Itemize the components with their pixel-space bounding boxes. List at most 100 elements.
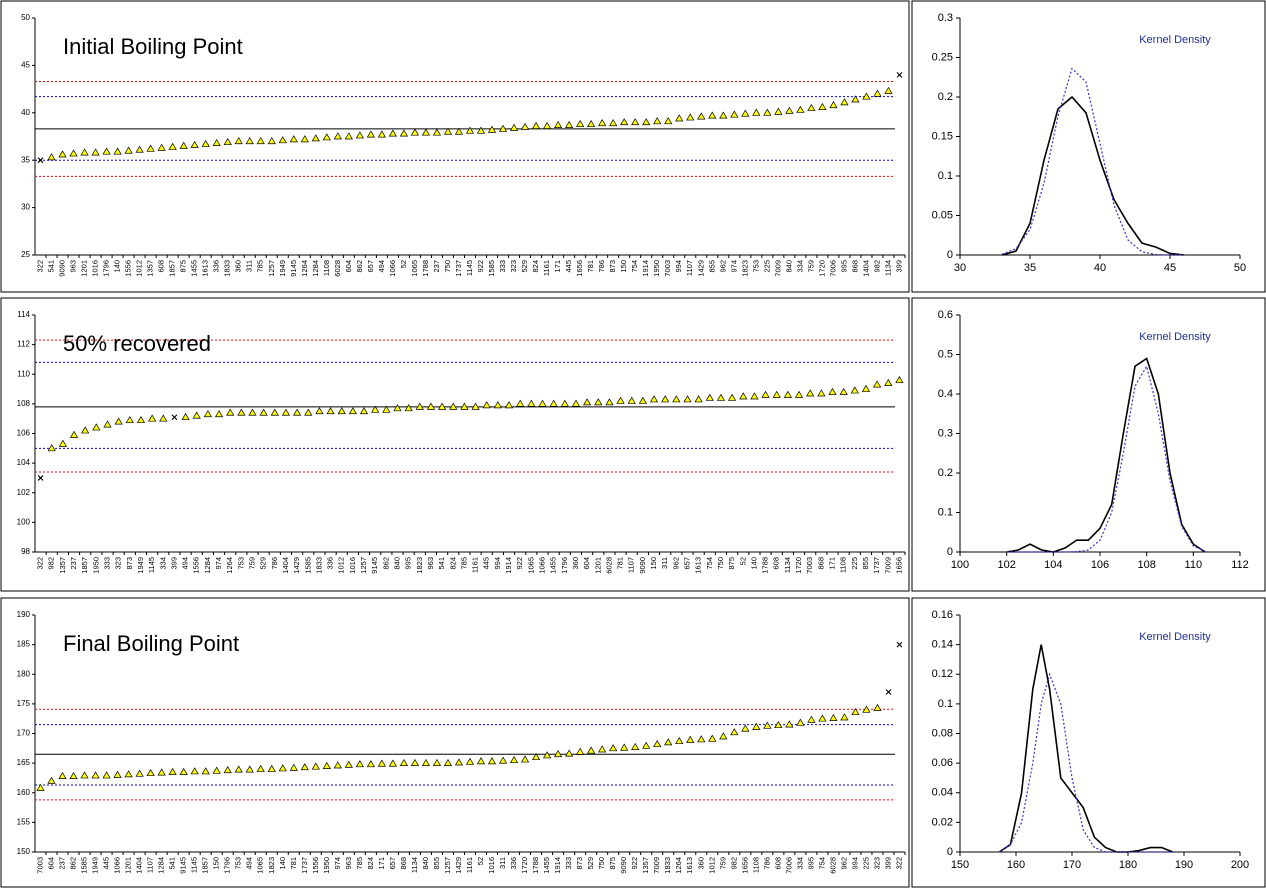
point (686, 113, 695, 121)
point (694, 395, 703, 403)
point (761, 390, 770, 398)
point (58, 771, 67, 780)
x-tick-label: 1201 (593, 557, 602, 574)
density-line (1006, 357, 1206, 553)
x-tick-label: 6028 (604, 557, 613, 574)
x-tick-label: 994 (674, 260, 683, 273)
x-tick-label: 753 (236, 557, 245, 570)
point (498, 124, 508, 132)
x-tick-label: 922 (515, 557, 524, 570)
point (683, 395, 692, 403)
point (289, 763, 298, 771)
point (322, 133, 331, 141)
point (829, 101, 838, 109)
point (348, 407, 357, 415)
point (828, 387, 837, 395)
x-tick-label: 1720 (794, 557, 803, 574)
x-tick-label: 873 (575, 857, 584, 870)
x-tick-label: 1788 (421, 260, 430, 277)
x-tick-label: 323 (872, 857, 881, 870)
x-tick-label: 52 (476, 857, 485, 865)
x-tick-label: 754 (817, 857, 826, 870)
point (465, 126, 475, 134)
x-tick-label: 1949 (136, 557, 145, 574)
x-tick-label: 1656 (575, 260, 584, 277)
x-tick-label: 862 (381, 557, 390, 570)
y-tick-label: 0.3 (938, 12, 953, 24)
x-tick-label: 108 (1137, 559, 1155, 571)
x-tick-label: 995 (839, 260, 848, 273)
point (542, 121, 552, 129)
y-tick-label: 0.6 (938, 309, 953, 321)
x-tick-label: 1949 (278, 260, 287, 277)
point (884, 86, 893, 94)
point (576, 747, 585, 755)
x-tick-label: 1108 (839, 557, 848, 573)
x-tick-label: 7006 (784, 857, 793, 874)
point (686, 735, 695, 743)
point (102, 771, 111, 779)
outlier-point (896, 71, 903, 78)
annotation: Kernel Density (1139, 631, 1211, 643)
x-tick-label: 7003 (663, 260, 672, 277)
point (237, 408, 246, 416)
point (201, 767, 210, 775)
point (818, 102, 827, 110)
point (763, 108, 772, 116)
x-tick-label: 1107 (627, 557, 636, 573)
x-tick-label: 541 (168, 857, 177, 870)
point (631, 118, 640, 126)
x-tick-label: 445 (102, 857, 111, 870)
point (333, 132, 342, 140)
x-tick-label: 1161 (542, 260, 551, 276)
x-tick-label: 962 (839, 857, 848, 870)
y-tick-label: 150 (17, 847, 31, 856)
x-tick-label: 541 (437, 557, 446, 570)
point (785, 720, 794, 728)
point (190, 767, 199, 775)
y-tick-label: 40 (21, 108, 30, 117)
point (487, 757, 497, 765)
point (311, 762, 320, 770)
x-tick-label: 360 (696, 857, 705, 870)
point (201, 139, 210, 147)
x-tick-label: 1613 (685, 857, 694, 874)
point (300, 135, 309, 143)
y-tick-label: 185 (17, 640, 31, 649)
point (69, 771, 78, 780)
y-tick-label: 0.05 (932, 209, 953, 221)
point (661, 395, 670, 403)
x-tick-label: 1455 (549, 557, 558, 574)
x-tick-label: 963 (426, 557, 435, 570)
point (300, 763, 309, 771)
x-tick-label: 608 (157, 260, 166, 273)
x-tick-label: 962 (671, 557, 680, 570)
point (504, 401, 514, 409)
point (454, 758, 464, 766)
x-tick-label: 494 (181, 557, 190, 570)
point (465, 757, 475, 765)
x-tick-label: 52 (738, 557, 747, 565)
point (432, 128, 442, 136)
x-tick-label: 170 (1063, 859, 1081, 871)
point (527, 399, 536, 407)
x-tick-label: 1161 (465, 857, 474, 873)
x-tick-label: 360 (234, 260, 243, 273)
x-tick-label: 1737 (872, 557, 881, 574)
panel (911, 297, 1266, 592)
x-tick-label: 1016 (348, 557, 357, 574)
y-tick-label: 0.1 (938, 506, 953, 518)
y-tick-label: 0 (947, 546, 953, 558)
x-stroke (171, 414, 178, 421)
x-tick-label: 855 (707, 260, 716, 273)
x-tick-label: 399 (894, 260, 903, 273)
x-tick-label: 529 (586, 857, 595, 870)
x-tick-label: 824 (366, 857, 375, 870)
x-tick-label: 1357 (58, 557, 67, 574)
point (315, 407, 324, 415)
x-tick-label: 541 (47, 260, 56, 273)
x-tick-label: 750 (716, 557, 725, 570)
x-tick-label: 1107 (146, 857, 155, 873)
point (278, 764, 287, 772)
y-tick-label: 0.14 (932, 639, 953, 651)
